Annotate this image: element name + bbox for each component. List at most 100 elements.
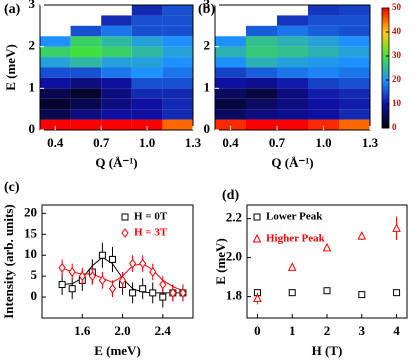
heat-cell xyxy=(40,119,71,130)
heat-cell xyxy=(131,67,163,78)
heat-cell xyxy=(101,67,132,78)
legend-marker xyxy=(121,228,129,238)
heat-cell xyxy=(101,15,132,26)
plot-frame xyxy=(39,4,194,131)
heat-cell xyxy=(308,25,339,37)
colorbar-segment xyxy=(382,125,389,129)
heat-cell xyxy=(246,109,277,120)
heat-cell xyxy=(339,67,370,78)
colorbar-segment xyxy=(382,119,389,123)
heat-cell xyxy=(277,98,308,110)
legend-label: Lower Peak xyxy=(266,211,323,223)
colorbar-segment xyxy=(382,107,389,111)
heat-cell xyxy=(162,119,193,130)
x-tick-label: 1.6 xyxy=(74,323,91,338)
marker xyxy=(392,223,401,232)
heat-cell xyxy=(277,77,308,89)
heat-cell xyxy=(101,119,132,130)
heat-cell xyxy=(40,36,71,47)
heat-cell xyxy=(70,46,102,58)
heat-cell xyxy=(131,109,163,120)
x-tick-label: 0.4 xyxy=(222,135,239,150)
marker xyxy=(323,287,331,295)
plot-frame xyxy=(214,4,371,131)
heat-cell xyxy=(277,57,308,68)
colorbar-segment xyxy=(382,110,389,114)
heat-cell xyxy=(101,36,132,47)
heat-cell xyxy=(339,119,370,130)
heat-cell xyxy=(308,88,339,99)
heat-cell xyxy=(162,98,193,110)
marker xyxy=(149,289,157,297)
heat-cell xyxy=(308,57,339,68)
heat-cell xyxy=(131,5,163,16)
colorbar-segment xyxy=(382,29,389,33)
plot-frame xyxy=(41,204,194,319)
heat-cell xyxy=(308,46,339,58)
colorbar-segment xyxy=(382,26,389,30)
heat-cell xyxy=(131,88,163,99)
heat-cell xyxy=(40,98,71,110)
heat-cell xyxy=(277,25,308,37)
colorbar-segment xyxy=(382,89,389,93)
y-tick-label: 3 xyxy=(204,0,211,11)
marker xyxy=(68,285,76,293)
x-tick-label: 0 xyxy=(254,323,261,338)
legend-marker xyxy=(253,213,261,221)
panel-label: (c) xyxy=(4,180,20,195)
x-axis-label: Q (Å⁻¹) xyxy=(95,155,137,170)
panel-label: (d) xyxy=(222,188,239,203)
x-tick-label: 0.7 xyxy=(269,135,286,150)
marker xyxy=(287,262,297,271)
heat-cell xyxy=(70,119,102,130)
heat-cell xyxy=(246,119,277,130)
marker xyxy=(169,288,177,298)
marker xyxy=(129,289,137,297)
heat-cell xyxy=(101,25,132,37)
y-tick-label: 0 xyxy=(204,121,211,136)
heat-cell xyxy=(246,77,277,89)
heat-cell xyxy=(339,5,370,16)
y-tick-label: 1 xyxy=(29,79,36,94)
heat-cell xyxy=(70,25,102,37)
x-tick-label: 0.4 xyxy=(47,135,64,150)
y-tick-label: 0 xyxy=(29,121,36,136)
heat-cell xyxy=(339,46,370,58)
legend-marker xyxy=(252,233,262,243)
y-tick-label: 5 xyxy=(31,267,38,282)
heat-cell xyxy=(131,57,163,68)
heat-cell xyxy=(131,119,163,130)
y-tick-label: 0 xyxy=(31,288,38,303)
y-tick-label: 20 xyxy=(24,204,37,219)
y-tick-label: 2 xyxy=(204,38,211,53)
marker xyxy=(118,275,127,286)
marker xyxy=(78,271,86,281)
colorbar-segment xyxy=(382,80,389,84)
marker xyxy=(139,285,147,293)
marker xyxy=(88,271,96,281)
heat-cell xyxy=(70,77,102,89)
marker xyxy=(98,251,106,259)
heat-cell xyxy=(162,77,193,89)
colorbar-segment xyxy=(382,35,389,39)
heat-cell xyxy=(339,88,370,99)
heat-cell xyxy=(339,77,370,89)
heat-cell xyxy=(131,36,163,47)
heat-cell xyxy=(162,36,193,47)
heat-cell xyxy=(277,119,308,130)
heat-cell xyxy=(277,46,308,58)
y-axis-label: Intensity (arb. units) xyxy=(1,204,16,319)
marker xyxy=(108,255,116,263)
heat-cell xyxy=(131,25,163,37)
heat-cell xyxy=(339,98,370,110)
heat-cell xyxy=(215,119,246,130)
colorbar-segment xyxy=(382,98,389,102)
marker xyxy=(98,275,107,286)
marker xyxy=(179,288,187,298)
x-tick-label: 1.0 xyxy=(315,135,331,150)
heat-cell xyxy=(131,15,163,26)
heat-cell xyxy=(101,109,132,120)
heat-cell xyxy=(339,109,370,120)
legend-label: H = 0T xyxy=(134,211,168,223)
colorbar-segment xyxy=(382,95,389,99)
